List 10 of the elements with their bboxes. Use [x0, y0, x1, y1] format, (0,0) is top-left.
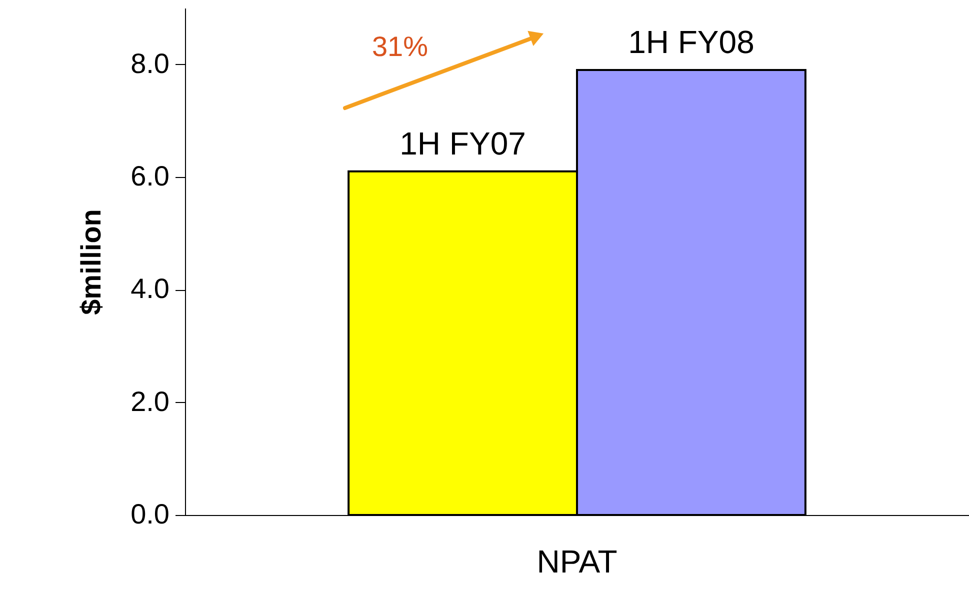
y-tick-label: 4.0 [130, 273, 170, 304]
annotation: 31% [372, 31, 428, 62]
y-axis-title: $million [76, 209, 107, 315]
series-label: 1H FY08 [628, 24, 754, 60]
series-label: 1H FY07 [400, 125, 526, 162]
y-tick-label: 0.0 [130, 498, 170, 530]
y-tick-label: 2.0 [130, 386, 170, 417]
y-tick-label: 8.0 [130, 48, 170, 79]
y-tick-label: 6.0 [130, 160, 170, 192]
x-tick-label: NPAT [536, 544, 618, 580]
